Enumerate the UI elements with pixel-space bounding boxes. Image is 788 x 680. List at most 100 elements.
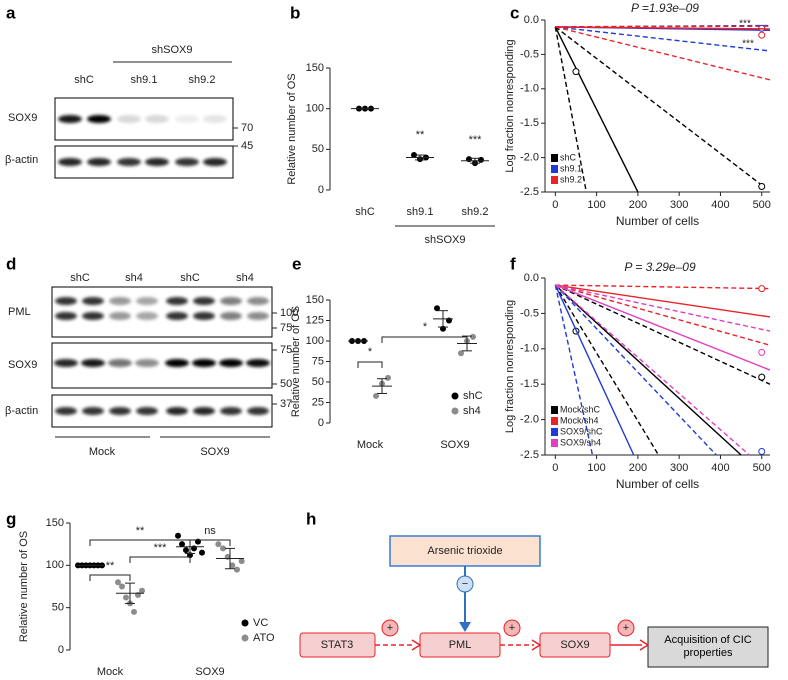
band	[109, 407, 131, 415]
group-label: shSOX9	[152, 44, 193, 56]
y-tick-label: -2.0	[520, 414, 539, 426]
node-label: SOX9	[560, 639, 589, 651]
x-axis-label: Number of cells	[616, 477, 699, 491]
band	[193, 297, 215, 305]
y-tick-label: 0	[58, 644, 64, 656]
lane-label: shC	[70, 272, 90, 284]
band	[166, 407, 188, 415]
data-point	[234, 566, 240, 573]
band	[145, 158, 169, 166]
lane-label: sh4	[236, 272, 254, 284]
node-label: STAT3	[321, 639, 354, 651]
band	[87, 158, 111, 166]
data-point	[758, 285, 766, 293]
arrow-head	[411, 639, 422, 651]
legend-marker	[241, 619, 249, 627]
ci-line	[555, 284, 770, 332]
panel-letter: e	[292, 254, 301, 273]
legend-swatch	[551, 165, 558, 173]
panel-letter: d	[6, 254, 16, 273]
y-tick-label: 0.0	[524, 14, 539, 26]
x-tick-label: 0	[552, 462, 558, 474]
y-tick-label: 50	[52, 602, 64, 614]
x-tick-label: Mock	[97, 666, 124, 678]
ci-line	[554, 284, 717, 456]
inhibitor-box	[389, 535, 541, 567]
band	[55, 312, 77, 320]
data-point	[183, 547, 189, 554]
chart-title: P = 3.29e–09	[624, 260, 696, 274]
significance-bracket	[357, 361, 383, 368]
marker-label: 100	[280, 307, 298, 319]
lane-label: sh9.1	[131, 74, 158, 86]
significance-bracket	[89, 539, 191, 546]
x-axis-label: Number of cells	[616, 214, 699, 228]
row-label: SOX9	[8, 359, 37, 371]
lane-label: shC	[180, 272, 200, 284]
estimate-line	[554, 26, 639, 193]
inhibitor-label: Arsenic trioxide	[427, 545, 502, 557]
chart-title: P =1.93e–09	[631, 1, 699, 15]
node-label: PML	[449, 639, 472, 651]
marker-label: 70	[241, 122, 253, 134]
band	[81, 359, 105, 367]
significance-bracket	[129, 556, 191, 563]
band	[203, 158, 227, 166]
band	[193, 407, 215, 415]
row-label: SOX9	[8, 112, 37, 124]
legend-label: sh9.2	[560, 174, 582, 184]
x-tick-label: sh9.1	[407, 206, 434, 218]
y-tick-label: -1.0	[520, 343, 539, 355]
estimate-line	[554, 284, 635, 456]
legend-label: Mock/sh4	[560, 415, 599, 425]
y-tick-label: 50	[312, 376, 324, 388]
arrow-head	[639, 639, 650, 651]
plot-area	[554, 284, 770, 456]
ci-line	[554, 26, 587, 193]
band	[220, 297, 242, 305]
band	[109, 312, 131, 320]
x-tick-label: 500	[753, 199, 771, 211]
node-box	[647, 626, 769, 668]
band	[247, 312, 269, 320]
data-point	[123, 594, 129, 601]
edge-sign: +	[509, 622, 515, 634]
y-tick-label: 0.0	[524, 272, 539, 284]
band	[220, 312, 242, 320]
sign-circle	[381, 619, 399, 637]
data-point	[139, 587, 145, 594]
significance-label: *	[423, 321, 428, 333]
significance-label: ***	[739, 19, 751, 30]
significance-label: **	[106, 560, 115, 572]
row-label: β-actin	[5, 154, 38, 166]
data-point	[758, 373, 766, 381]
legend-label: sh4	[463, 405, 481, 417]
band	[219, 359, 243, 367]
band	[193, 312, 215, 320]
y-axis-label: Log fraction nonresponding	[504, 39, 516, 172]
x-tick-label: 400	[711, 462, 729, 474]
node-label: Acquisition of CIC properties	[664, 634, 752, 659]
band	[175, 115, 199, 123]
y-tick-label: -2.0	[520, 152, 539, 164]
panel-letter: b	[290, 3, 300, 22]
y-tick-label: 100	[306, 335, 324, 347]
lane-label: sh4	[125, 272, 143, 284]
band	[247, 297, 269, 305]
estimate-line	[554, 284, 742, 456]
x-tick-label: 100	[587, 199, 605, 211]
band	[82, 407, 104, 415]
x-tick-label: SOX9	[195, 666, 224, 678]
legend-marker	[451, 392, 459, 400]
band	[192, 359, 216, 367]
band	[82, 312, 104, 320]
marker-label: 75	[280, 344, 292, 356]
y-axis-label: Relative number of OS	[290, 306, 302, 417]
band	[220, 407, 242, 415]
legend-swatch	[551, 417, 558, 425]
x-tick-label: 300	[670, 462, 688, 474]
y-tick-label: 0	[318, 417, 324, 429]
ci-line	[555, 26, 770, 81]
lane-label: sh9.2	[189, 74, 216, 86]
ci-line	[554, 284, 660, 456]
